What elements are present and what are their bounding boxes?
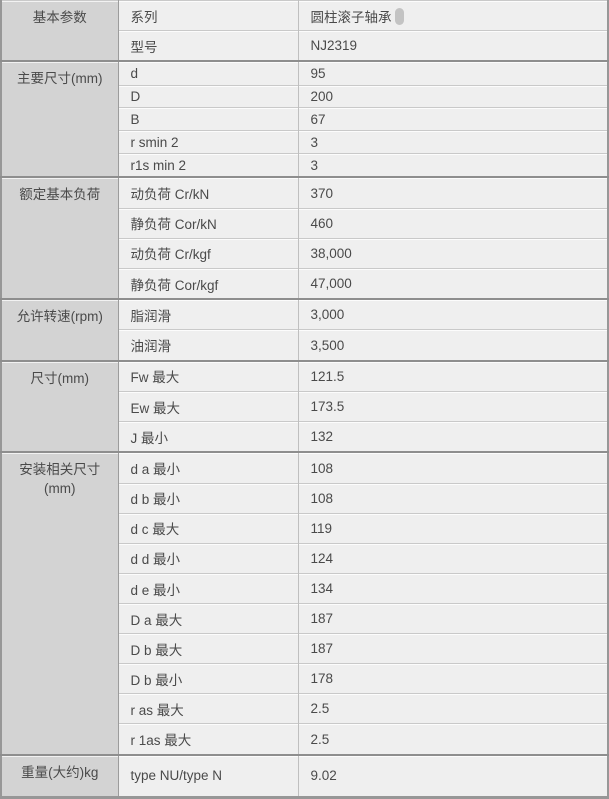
param-label: Fw 最大 <box>118 359 298 392</box>
table-row: B 67 <box>1 107 608 131</box>
param-value: 67 <box>297 107 608 131</box>
param-value: 187 <box>297 633 608 664</box>
text-cursor-icon <box>394 8 404 26</box>
param-value: NJ2319 <box>297 30 608 62</box>
table-row: 型号 NJ2319 <box>1 30 608 62</box>
param-value: 108 <box>297 451 608 484</box>
category-basic-params: 基本参数 <box>1 0 119 62</box>
table-row: 油润滑 3,500 <box>1 329 608 361</box>
table-row: D 200 <box>1 84 608 108</box>
param-label: D b 最大 <box>118 633 298 664</box>
table-row: 尺寸(mm) Fw 最大 121.5 <box>1 359 608 453</box>
param-label: r 1as 最大 <box>118 723 298 755</box>
table-row: 静负荷 Cor/kN 460 <box>1 207 608 239</box>
table-row: d c 最大 119 <box>1 512 608 544</box>
table-row: D b 最大 187 <box>1 633 608 664</box>
table-row: 静负荷 Cor/kgf 47,000 <box>1 267 608 300</box>
table-row: Ew 最大 173.5 <box>1 391 608 422</box>
param-label: D a 最大 <box>118 603 298 634</box>
param-value: 200 <box>297 84 608 108</box>
param-value: 370 <box>297 176 608 209</box>
param-value: 3 <box>297 130 608 154</box>
param-label: d b 最小 <box>118 482 298 514</box>
param-value: 460 <box>297 207 608 239</box>
param-value: 119 <box>297 512 608 544</box>
param-label: r1s min 2 <box>118 153 298 178</box>
table-row: J 最小 132 <box>1 421 608 453</box>
param-value: 38,000 <box>297 237 608 269</box>
param-value: 3 <box>297 153 608 178</box>
param-value: 134 <box>297 572 608 604</box>
param-value: 2.5 <box>297 693 608 724</box>
category-weight: 重量(大约)kg <box>1 753 119 798</box>
param-label: 油润滑 <box>118 329 298 361</box>
param-label: d <box>118 60 298 86</box>
param-value: 124 <box>297 542 608 574</box>
param-value: 121.5 <box>297 359 608 392</box>
table-row: r1s min 2 3 <box>1 153 608 178</box>
param-label: d c 最大 <box>118 512 298 544</box>
param-label: type NU/type N <box>118 753 298 798</box>
param-label: r smin 2 <box>118 130 298 154</box>
category-main-dimensions: 主要尺寸(mm) <box>1 60 119 178</box>
table-row: d d 最小 124 <box>1 542 608 574</box>
table-row: 允许转速(rpm) 脂润滑 3,000 <box>1 298 608 361</box>
table-row: 额定基本负荷 动负荷 Cr/kN 370 <box>1 176 608 300</box>
category-rated-load: 额定基本负荷 <box>1 176 119 300</box>
param-label: 静负荷 Cor/kgf <box>118 267 298 300</box>
table-row: r as 最大 2.5 <box>1 693 608 724</box>
param-value: 95 <box>297 60 608 86</box>
table-row: r smin 2 3 <box>1 130 608 154</box>
param-label: 型号 <box>118 30 298 62</box>
table-row: d e 最小 134 <box>1 572 608 604</box>
param-label: 静负荷 Cor/kN <box>118 207 298 239</box>
table-row: 重量(大约)kg type NU/type N 9.02 <box>1 753 608 798</box>
param-value: 圆柱滚子轴承 <box>297 0 608 31</box>
table-row: D b 最小 178 <box>1 663 608 694</box>
param-value: 178 <box>297 663 608 694</box>
param-value: 132 <box>297 421 608 453</box>
param-value: 3,000 <box>297 298 608 330</box>
table-row: r 1as 最大 2.5 <box>1 723 608 755</box>
table-row: 主要尺寸(mm) d 95 <box>1 60 608 178</box>
param-label: D b 最小 <box>118 663 298 694</box>
param-value: 9.02 <box>297 753 608 798</box>
param-value: 3,500 <box>297 329 608 361</box>
param-label: 脂润滑 <box>118 298 298 330</box>
param-label: Ew 最大 <box>118 391 298 422</box>
table-row: 安装相关尺寸 (mm) d a 最小 108 <box>1 451 608 755</box>
category-dimensions: 尺寸(mm) <box>1 359 119 453</box>
table-row: d b 最小 108 <box>1 482 608 514</box>
param-label: r as 最大 <box>118 693 298 724</box>
table-row: D a 最大 187 <box>1 603 608 634</box>
param-label: 动负荷 Cr/kgf <box>118 237 298 269</box>
category-permissible-speed: 允许转速(rpm) <box>1 298 119 361</box>
param-value: 108 <box>297 482 608 514</box>
param-value: 173.5 <box>297 391 608 422</box>
param-label: d e 最小 <box>118 572 298 604</box>
param-label: 系列 <box>118 0 298 31</box>
param-label: D <box>118 84 298 108</box>
table-row: 动负荷 Cr/kgf 38,000 <box>1 237 608 269</box>
param-value: 2.5 <box>297 723 608 755</box>
table-row: 基本参数 系列 圆柱滚子轴承 <box>1 0 608 62</box>
param-label: J 最小 <box>118 421 298 453</box>
series-value: 圆柱滚子轴承 <box>310 9 392 25</box>
category-mounting-dimensions: 安装相关尺寸 (mm) <box>1 451 119 755</box>
param-label: 动负荷 Cr/kN <box>118 176 298 209</box>
param-label: B <box>118 107 298 131</box>
param-label: d a 最小 <box>118 451 298 484</box>
param-value: 47,000 <box>297 267 608 300</box>
param-label: d d 最小 <box>118 542 298 574</box>
param-value: 187 <box>297 603 608 634</box>
